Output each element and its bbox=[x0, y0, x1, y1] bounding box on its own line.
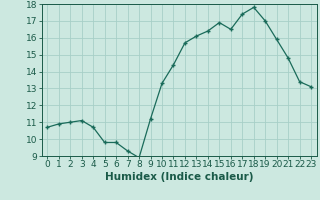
X-axis label: Humidex (Indice chaleur): Humidex (Indice chaleur) bbox=[105, 172, 253, 182]
